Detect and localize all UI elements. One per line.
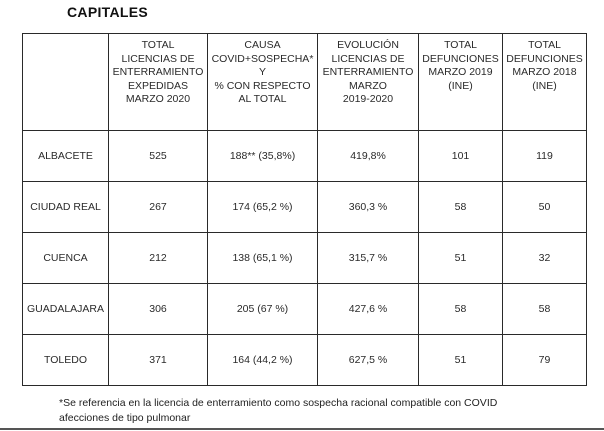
cell-city: CIUDAD REAL	[22, 181, 109, 233]
header-city	[22, 33, 109, 131]
header-text: MARZO 2020	[125, 93, 191, 105]
header-row: TOTAL LICENCIAS DE ENTERRAMIENTO EXPEDID…	[22, 33, 587, 131]
table-row: GUADALAJARA 306 205 (67 %) 427,6 % 58 58	[22, 283, 587, 335]
cell-defunciones-2018: 58	[502, 283, 587, 335]
table-row: CUENCA 212 138 (65,1 %) 315,7 % 51 32	[22, 232, 587, 284]
cell-city: ALBACETE	[22, 130, 109, 182]
header-text: ENTERRAMIENTO	[112, 66, 204, 78]
cell-defunciones-2018: 32	[502, 232, 587, 284]
header-evolucion: EVOLUCIÓN LICENCIAS DE ENTERRAMIENTO MAR…	[317, 33, 419, 131]
cell-evolucion: 419,8%	[317, 130, 419, 182]
table-row: CIUDAD REAL 267 174 (65,2 %) 360,3 % 58 …	[22, 181, 587, 233]
cell-evolucion: 315,7 %	[317, 232, 419, 284]
header-text: MARZO 2018	[512, 66, 577, 78]
cell-causa-covid: 164 (44,2 %)	[207, 334, 318, 386]
cell-defunciones-2019: 101	[418, 130, 503, 182]
cell-causa-covid: 138 (65,1 %)	[207, 232, 318, 284]
header-text: LICENCIAS DE	[121, 52, 195, 65]
cell-defunciones-2019: 58	[418, 181, 503, 233]
cell-total-licencias: 306	[108, 283, 208, 335]
cell-city: CUENCA	[22, 232, 109, 284]
cell-causa-covid: 188** (35,8%)	[207, 130, 318, 182]
cell-evolucion: 627,5 %	[317, 334, 419, 386]
cell-causa-covid: 174 (65,2 %)	[207, 181, 318, 233]
cell-defunciones-2019: 58	[418, 283, 503, 335]
footnote-line-2: afecciones de tipo pulmonar	[59, 412, 191, 424]
header-text: ENTERRAMIENTO	[322, 66, 414, 78]
header-text: % CON RESPECTO	[214, 79, 311, 92]
capitales-table: TOTAL LICENCIAS DE ENTERRAMIENTO EXPEDID…	[22, 33, 587, 386]
cell-causa-covid: 205 (67 %)	[207, 283, 318, 335]
header-text: (INE)	[532, 79, 557, 92]
cell-defunciones-2019: 51	[418, 232, 503, 284]
cell-defunciones-2018: 79	[502, 334, 587, 386]
header-text: EVOLUCIÓN	[337, 39, 399, 51]
header-text: DEFUNCIONES	[506, 52, 583, 65]
header-text: CAUSA	[244, 39, 281, 51]
header-text: TOTAL	[444, 39, 477, 51]
table-row: TOLEDO 371 164 (44,2 %) 627,5 % 51 79	[22, 334, 587, 386]
header-text: MARZO 2019	[428, 66, 493, 78]
header-text: Y	[258, 66, 266, 78]
header-text: AL TOTAL	[238, 93, 287, 105]
header-text: DEFUNCIONES	[422, 52, 499, 65]
bottom-divider	[0, 428, 604, 430]
header-causa-covid: CAUSA COVID+SOSPECHA* Y % CON RESPECTO A…	[207, 33, 318, 131]
cell-defunciones-2019: 51	[418, 334, 503, 386]
header-text: TOTAL	[141, 39, 175, 51]
table-row: ALBACETE 525 188** (35,8%) 419,8% 101 11…	[22, 130, 587, 182]
cell-city: TOLEDO	[22, 334, 109, 386]
footnote-line-1: *Se referencia en la licencia de enterra…	[59, 397, 498, 409]
cell-defunciones-2018: 119	[502, 130, 587, 182]
header-text: COVID+SOSPECHA*	[211, 52, 314, 65]
header-defunciones-2018: TOTAL DEFUNCIONES MARZO 2018 (INE)	[502, 33, 587, 131]
header-total-licencias: TOTAL LICENCIAS DE ENTERRAMIENTO EXPEDID…	[108, 33, 208, 131]
cell-evolucion: 427,6 %	[317, 283, 419, 335]
cell-total-licencias: 371	[108, 334, 208, 386]
header-defunciones-2019: TOTAL DEFUNCIONES MARZO 2019 (INE)	[418, 33, 503, 131]
footnote: *Se referencia en la licencia de enterra…	[59, 396, 497, 426]
cell-total-licencias: 525	[108, 130, 208, 182]
header-text: EXPEDIDAS	[127, 79, 189, 92]
header-text: (INE)	[448, 79, 473, 92]
header-text: 2019-2020	[342, 93, 394, 105]
cell-city: GUADALAJARA	[22, 283, 109, 335]
cell-total-licencias: 267	[108, 181, 208, 233]
cell-evolucion: 360,3 %	[317, 181, 419, 233]
cell-defunciones-2018: 50	[502, 181, 587, 233]
section-title: CAPITALES	[67, 4, 148, 20]
cell-total-licencias: 212	[108, 232, 208, 284]
header-text: TOTAL	[528, 39, 561, 51]
header-text: LICENCIAS DE	[331, 52, 405, 65]
header-text: MARZO	[349, 79, 387, 92]
